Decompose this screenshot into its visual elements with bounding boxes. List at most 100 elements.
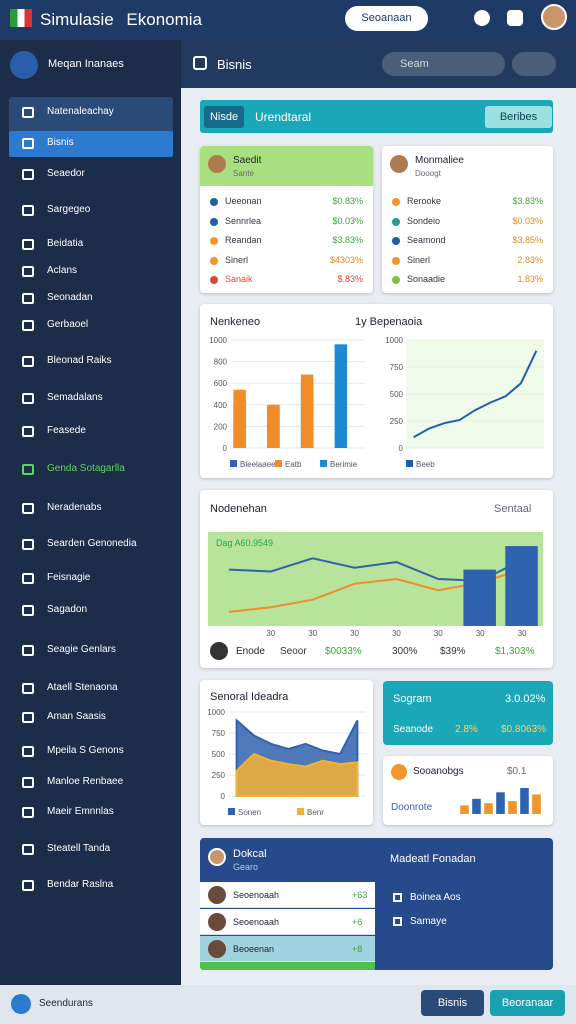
link[interactable]: Boinea Aos: [410, 892, 461, 903]
card-left: Saedit Sante Ueeonan $0.83% Sennrlea $0.03% Re…: [200, 146, 373, 293]
nav-icon: [22, 138, 34, 149]
blue-subtitle: Gearo: [233, 862, 259, 872]
nav-item[interactable]: Bisnis: [47, 137, 74, 148]
row-value: $0.83%: [332, 196, 363, 206]
y-tick-label: 600: [214, 379, 228, 388]
row-value: $0.03%: [332, 215, 363, 226]
nav-item[interactable]: Feasede: [47, 425, 86, 436]
row-label: Beoeenan: [233, 944, 275, 954]
bar: [472, 798, 481, 814]
nav-item[interactable]: Sagadon: [47, 604, 88, 615]
row-value: $.83%: [337, 274, 363, 284]
row-label: Sonaadie: [407, 274, 446, 284]
nav-icon: [22, 266, 34, 277]
row-value: $3.83%: [512, 196, 543, 206]
legend-swatch: [297, 808, 304, 815]
nav-item[interactable]: Mpeila S Genons: [47, 745, 124, 756]
legend-label: Bleelaaee: [240, 460, 276, 469]
stat-card: Sogram 3.0.02% Seanode 2.8% $0.8063%: [383, 681, 553, 745]
nav-item[interactable]: Neradenabs: [47, 502, 102, 513]
avatar: [208, 913, 226, 931]
stat-value: 2.8%: [455, 724, 478, 735]
banner: Nisde Urendtaral Beribes: [200, 100, 553, 133]
nav-item[interactable]: Seagie Genlars: [47, 644, 116, 655]
card-title: Saedit: [233, 155, 262, 166]
nav-item[interactable]: Beidatia: [47, 238, 84, 249]
nav-icon: [22, 393, 34, 404]
nav-icon: [22, 205, 34, 216]
row-label: Seamond: [407, 235, 446, 245]
settings-icon[interactable]: [474, 10, 490, 26]
nav-item[interactable]: Natenaleachay: [47, 106, 114, 117]
nav-item[interactable]: Manloe Renbaee: [47, 776, 124, 787]
avatar: [208, 940, 226, 958]
nav-item[interactable]: Searden Genonedia: [47, 538, 137, 549]
nav-item[interactable]: Seonadan: [47, 292, 93, 303]
sidebar: Meqan Inanaes Natenaleachay Bisnis Seaedor…: [0, 40, 181, 985]
nav-item[interactable]: Seaedor: [47, 168, 85, 179]
nav-item[interactable]: Feisnagie: [47, 572, 91, 583]
notify-icon[interactable]: [507, 10, 523, 26]
nav-item[interactable]: Semadalans: [47, 392, 103, 403]
card-right: Monmaliee Dooogt Rerooke $3.83% Sondeio $0.03…: [382, 146, 553, 293]
legend-label: Beeb: [416, 460, 435, 469]
dot: [210, 276, 218, 284]
bar: [520, 788, 529, 814]
row-value: $3.85%: [512, 235, 543, 245]
bar: [505, 546, 538, 626]
row-label: Seoenoaah: [233, 890, 280, 900]
list-row[interactable]: [200, 936, 375, 962]
search[interactable]: Seam: [382, 52, 505, 76]
row-value: $4303%: [329, 254, 363, 265]
progress: [200, 962, 375, 970]
row-value: $3.83%: [332, 235, 363, 245]
line: [413, 350, 538, 439]
list-row[interactable]: [200, 909, 375, 935]
nav-icon: [22, 645, 34, 656]
trend-footer: Enode Seoor $0033% 300% $39% $1,303%: [200, 640, 553, 668]
legend-swatch: [228, 808, 235, 815]
avatar: [208, 848, 226, 866]
bottom-bar: Seendurans Bisnis Beoranaar: [0, 985, 576, 1024]
bar: [484, 803, 493, 814]
nav-item[interactable]: Aclans: [47, 265, 78, 276]
nav-item[interactable]: Sargegeo: [47, 204, 91, 215]
bar: [496, 792, 505, 814]
legend-label: Berimie: [330, 460, 358, 469]
row-label: Sennrlea: [225, 215, 262, 226]
card-head: [200, 146, 373, 186]
nav-item[interactable]: Bleonad Raiks: [47, 355, 112, 366]
nav-icon: [22, 539, 34, 550]
nav-item[interactable]: Aman Saasis: [47, 711, 106, 722]
x-tick-label: 30: [266, 629, 275, 638]
nav-item[interactable]: Genda Sotagarlla: [47, 463, 125, 474]
link-icon: [393, 917, 402, 926]
card-link[interactable]: Sentaal: [494, 503, 532, 515]
user-menu[interactable]: [512, 52, 556, 76]
nav-icon: [22, 777, 34, 788]
nav-item[interactable]: Steatell Tanda: [47, 843, 111, 854]
top-button[interactable]: Seoanaan: [345, 6, 428, 31]
footer-name: Enode: [236, 646, 265, 657]
stat-value: $0.8063%: [501, 724, 547, 735]
app-title: Simulasie Ekonomia: [40, 10, 203, 29]
bottom-button[interactable]: Beoranaar: [490, 990, 565, 1016]
nav-item[interactable]: Ataell Stenaona: [47, 682, 118, 693]
banner-action[interactable]: Beribes: [485, 106, 552, 128]
nav-item[interactable]: Maeir Emnnlas: [47, 806, 114, 817]
flag: [10, 9, 32, 27]
nav-icon: [22, 746, 34, 757]
bottom-button[interactable]: Bisnis: [421, 990, 484, 1016]
active-item[interactable]: [9, 131, 173, 157]
annotation: Dag A60.9549: [216, 538, 274, 548]
list-row[interactable]: [200, 882, 375, 908]
nav-item[interactable]: Gerbaoel: [47, 319, 89, 330]
banner-button[interactable]: Nisde: [204, 106, 244, 128]
bar: [334, 344, 348, 448]
link[interactable]: Samaye: [410, 916, 447, 927]
nav-item[interactable]: Bendar Raslna: [47, 879, 114, 890]
row-value: +8: [352, 944, 363, 954]
avatar[interactable]: [541, 4, 567, 30]
row-label: Sanaik: [225, 274, 253, 284]
legend-swatch: [230, 460, 237, 467]
